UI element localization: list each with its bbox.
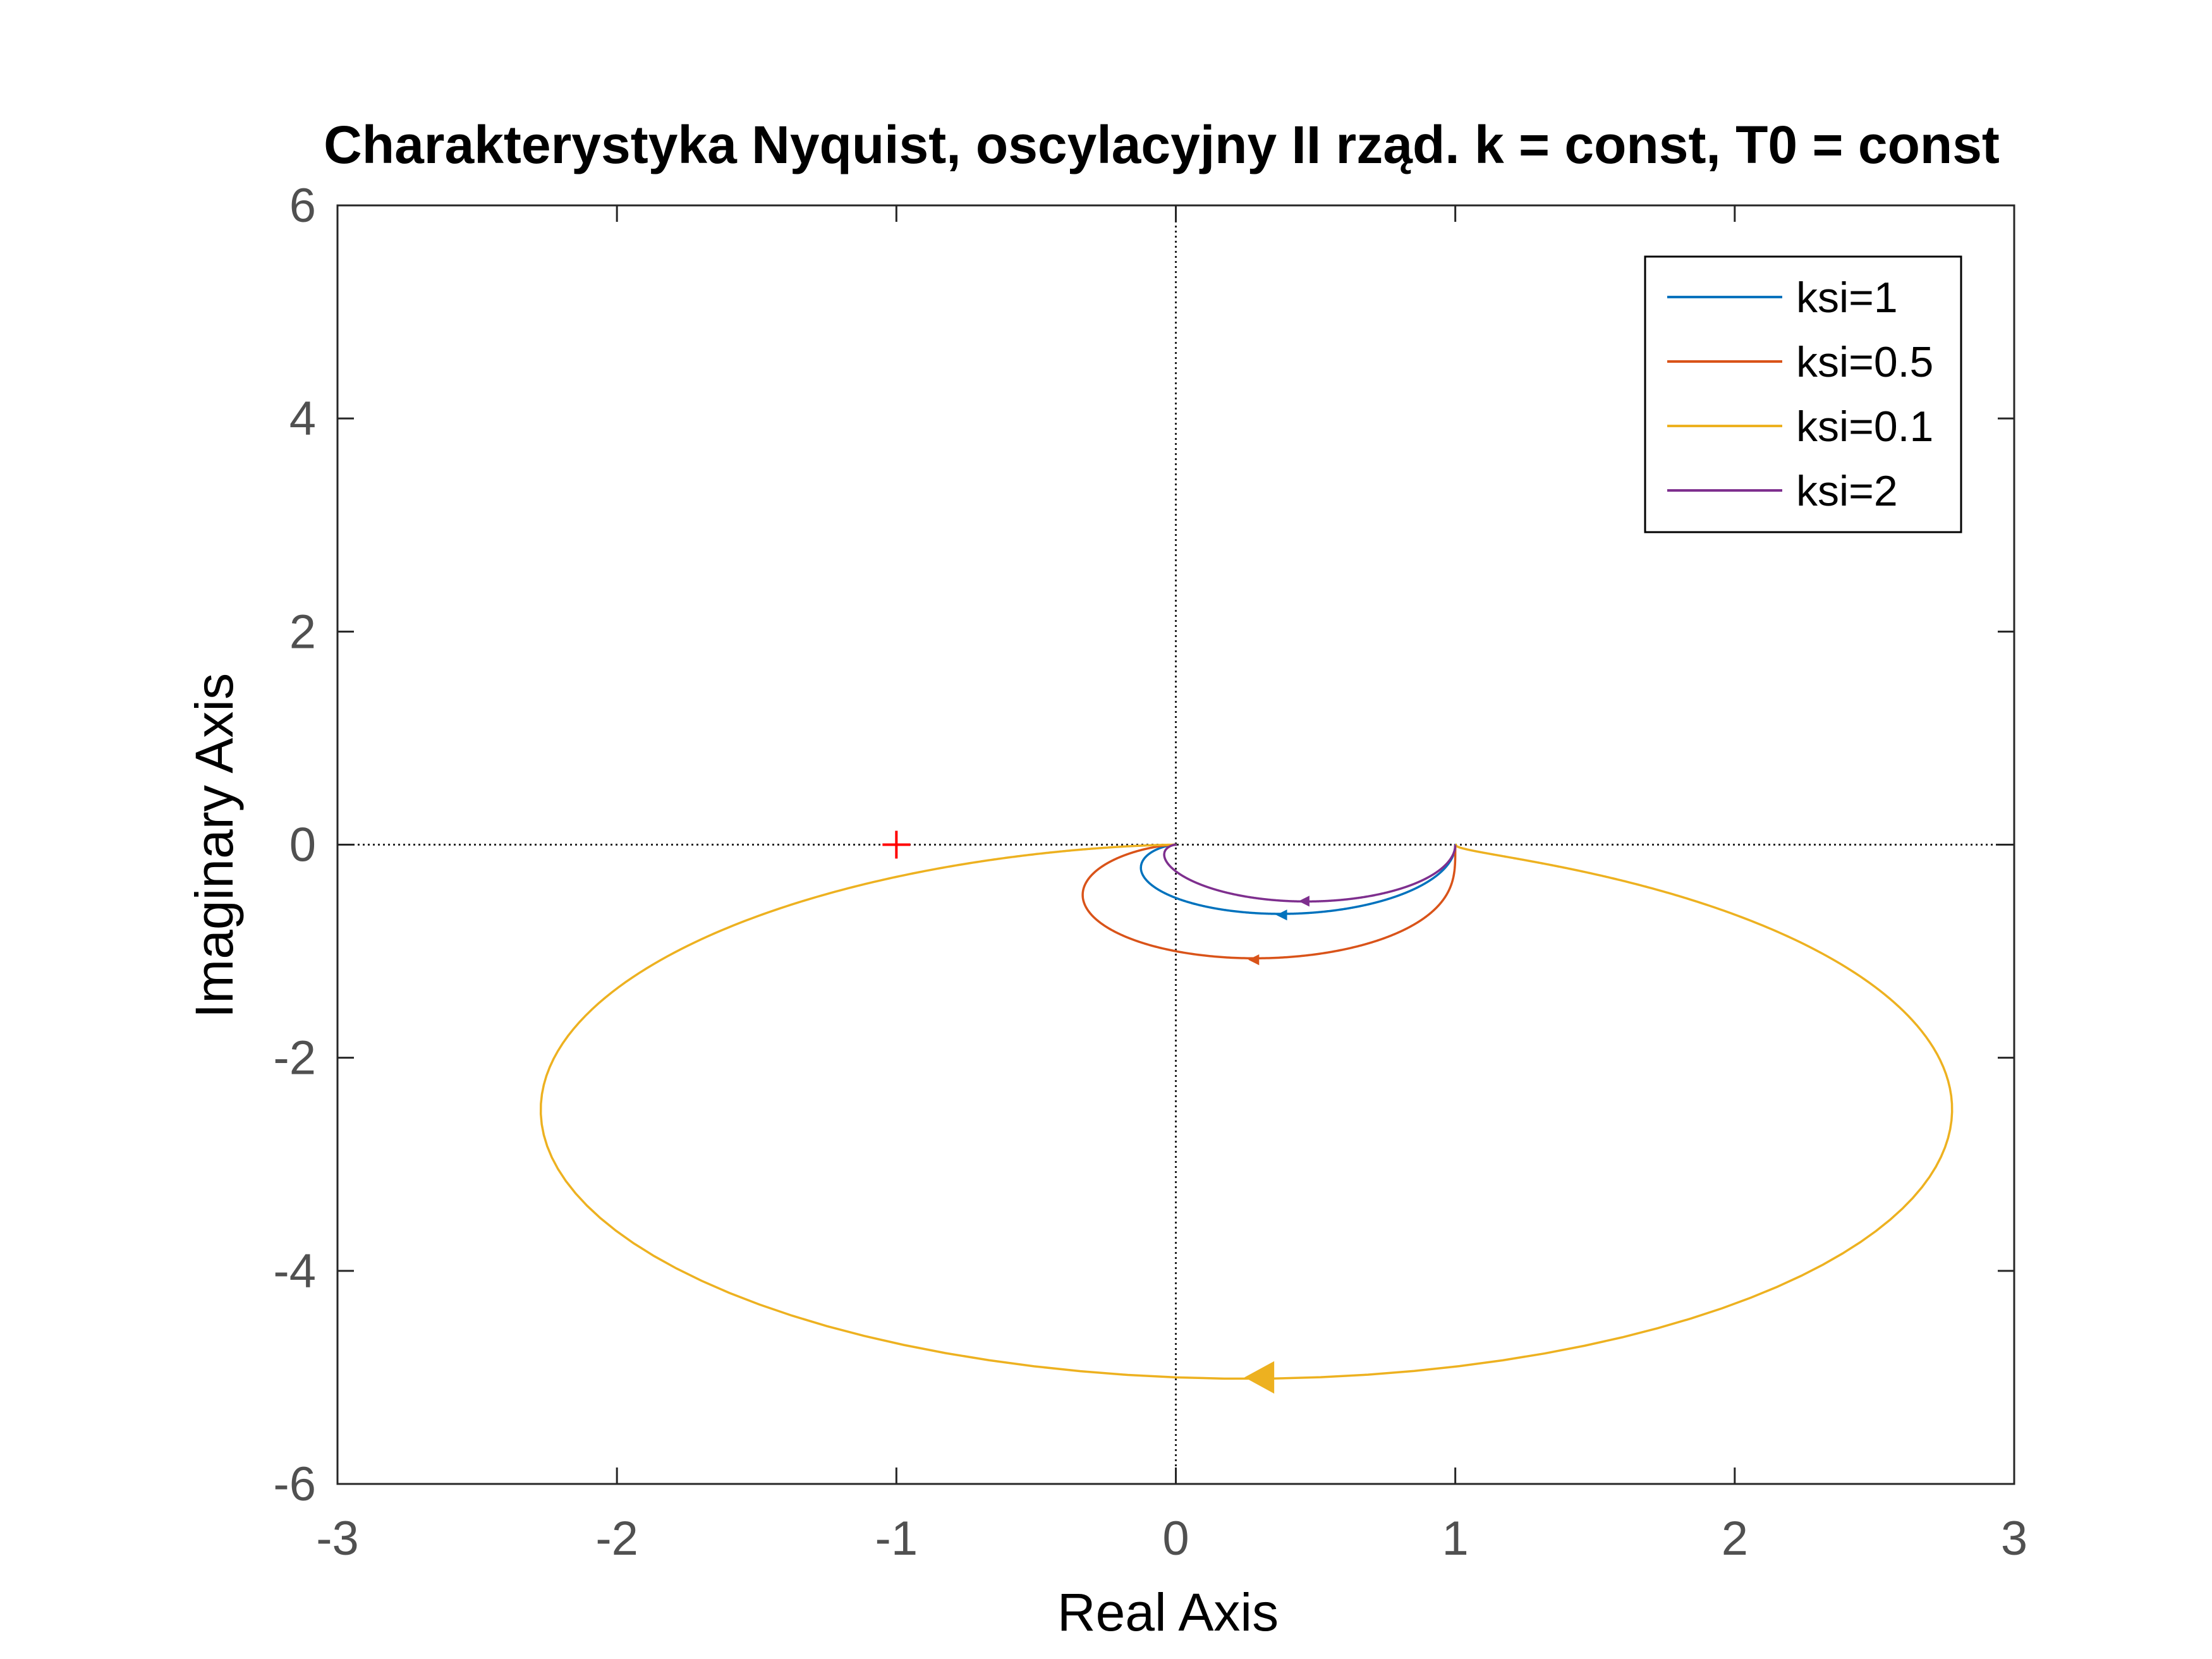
series-arrow-ksi=1: [1276, 909, 1287, 921]
axis-ticks: [336, 204, 2015, 1485]
legend-label: ksi=0.1: [1796, 403, 1933, 451]
series-arrow-ksi=0.1: [1244, 1361, 1275, 1394]
y-tick-label: -6: [273, 1457, 316, 1511]
legend-label: ksi=0.5: [1796, 338, 1933, 386]
x-tick-label: -3: [316, 1512, 359, 1565]
legend: ksi=1 ksi=0.5 ksi=0.1 ksi=2: [1644, 255, 1962, 533]
x-tick-label: 0: [1162, 1512, 1189, 1565]
x-tick-labels: -3 -2 -1 0 1 2 3: [316, 1512, 2027, 1565]
series-arrow-ksi=0.5: [1248, 954, 1260, 966]
x-tick-label: -2: [595, 1512, 638, 1565]
nyquist-curves: [539, 843, 1954, 1394]
y-tick-label: 0: [289, 818, 316, 872]
y-tick-label: -2: [273, 1031, 316, 1085]
x-tick-label: 2: [1722, 1512, 1748, 1565]
y-axis-label: Imaginary Axis: [185, 673, 244, 1018]
series-line-ksi=2: [1163, 843, 1457, 903]
y-tick-label: 6: [289, 179, 316, 233]
critical-point-marker: [882, 830, 911, 859]
x-tick-label: 3: [2001, 1512, 2027, 1565]
chart-title: Charakterystyka Nyquist, oscylacyjny II …: [324, 115, 2000, 174]
x-tick-label: 1: [1442, 1512, 1469, 1565]
legend-label: ksi=1: [1796, 274, 1898, 322]
y-tick-label: 4: [289, 392, 316, 446]
legend-label: ksi=2: [1796, 467, 1898, 515]
y-tick-label: -4: [273, 1244, 316, 1298]
series-arrow-ksi=2: [1298, 896, 1310, 907]
y-tick-label: 2: [289, 605, 316, 659]
y-tick-labels: -6 -4 -2 0 2 4 6: [273, 179, 316, 1511]
legend-box: [1644, 255, 1962, 533]
x-tick-label: -1: [875, 1512, 918, 1565]
x-axis-label: Real Axis: [1057, 1583, 1279, 1642]
zero-lines: [337, 205, 2014, 1484]
